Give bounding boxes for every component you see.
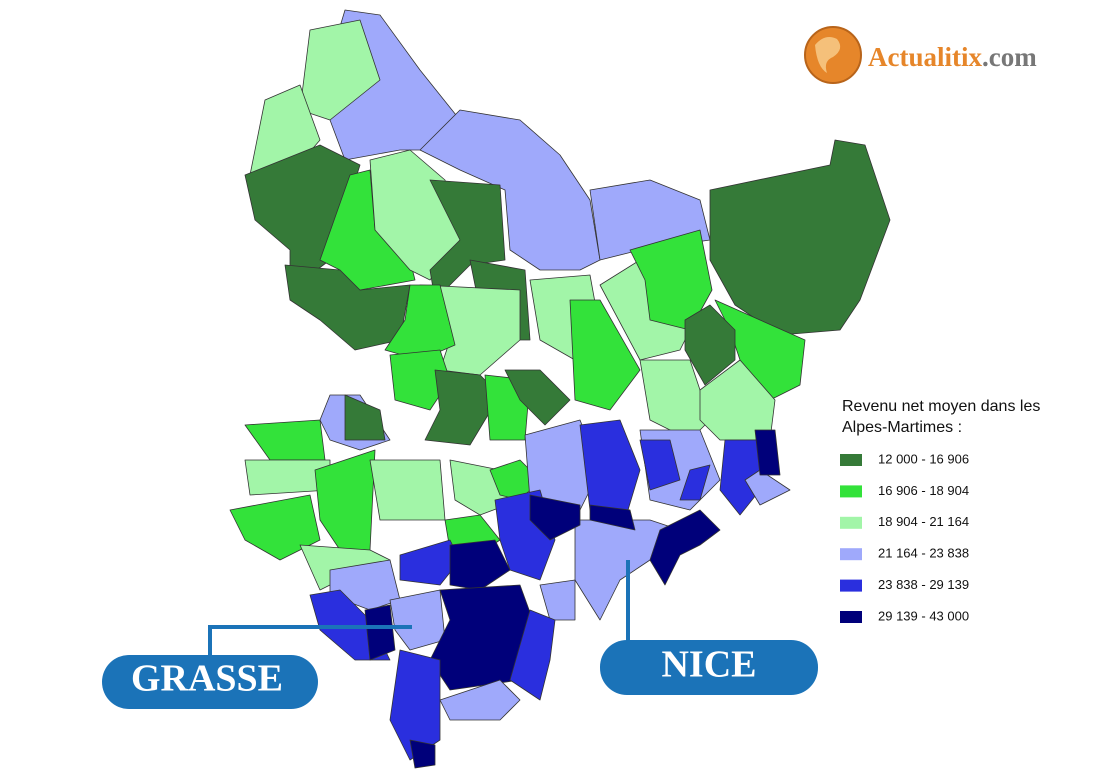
logo-name: Actualitix xyxy=(868,42,982,72)
commune xyxy=(364,604,396,661)
logo-continent xyxy=(815,37,841,73)
commune xyxy=(409,739,436,769)
commune xyxy=(744,469,791,506)
commune xyxy=(244,419,326,461)
commune xyxy=(229,494,321,561)
commune xyxy=(754,429,781,476)
commune xyxy=(429,179,506,301)
commune xyxy=(529,494,581,541)
legend-swatch xyxy=(840,579,862,592)
legend-swatch xyxy=(840,548,862,561)
legend-label: 23 838 - 29 139 xyxy=(878,577,969,592)
commune xyxy=(539,579,576,621)
legend: 12 000 - 16 906 16 906 - 18 904 18 904 - 2… xyxy=(840,451,969,623)
commune xyxy=(509,609,556,701)
legend-label: 18 904 - 21 164 xyxy=(878,514,969,529)
nice-badge xyxy=(600,640,818,695)
commune xyxy=(569,299,641,411)
commune xyxy=(369,459,446,521)
legend-swatch xyxy=(840,516,862,529)
legend-label: 21 164 - 23 838 xyxy=(878,546,969,561)
logo-text: Actualitix.com xyxy=(868,42,1037,72)
grasse-label: GRASSE xyxy=(131,658,283,700)
nice-marker: NICE xyxy=(600,560,818,695)
legend-label: 16 906 - 18 904 xyxy=(878,483,969,498)
legend-swatch xyxy=(840,485,862,498)
nice-label: NICE xyxy=(661,644,756,686)
commune xyxy=(639,439,681,491)
grasse-pointer xyxy=(208,625,412,657)
commune xyxy=(504,369,571,426)
commune xyxy=(344,394,386,441)
commune xyxy=(389,589,446,651)
legend-title: Revenu net moyen dans les Alpes-Martimes… xyxy=(842,398,1041,436)
commune xyxy=(719,439,761,516)
grasse-marker: GRASSE xyxy=(102,625,412,709)
logo-suffix: .com xyxy=(982,42,1037,72)
commune xyxy=(679,464,711,501)
logo: Actualitix.com xyxy=(804,26,1037,84)
commune xyxy=(579,419,641,521)
commune xyxy=(649,509,721,586)
commune xyxy=(709,139,891,336)
commune xyxy=(439,679,521,721)
legend-swatch xyxy=(840,454,862,466)
grasse-badge xyxy=(102,655,318,709)
commune xyxy=(684,304,736,386)
legend-label: 12 000 - 16 906 xyxy=(878,451,969,466)
legend-label: 29 139 - 43 000 xyxy=(878,608,969,623)
commune xyxy=(424,369,501,446)
legend-swatch xyxy=(840,611,862,623)
commune xyxy=(449,539,511,591)
commune xyxy=(589,504,636,531)
